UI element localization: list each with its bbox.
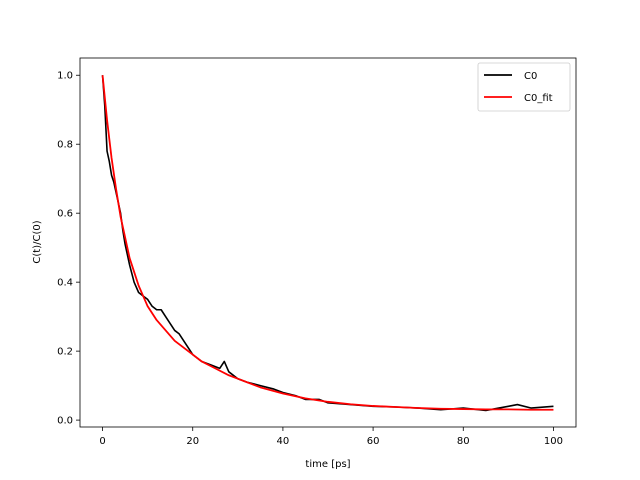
y-tick-label: 0.6: [57, 209, 73, 220]
y-axis-label: C(t)/C(0): [32, 220, 43, 263]
x-axis-label: time [ps]: [305, 459, 350, 470]
y-tick-label: 0.4: [57, 278, 73, 289]
x-axis-ticks: 0 20 40 60 80 100: [99, 427, 563, 447]
x-tick-label: 80: [457, 436, 470, 447]
axes-frame: [79, 57, 577, 428]
plot-area: [101, 75, 554, 412]
series-line-c0-fit: [101, 75, 554, 411]
y-tick-label: 1.0: [57, 71, 73, 82]
x-tick-label: 40: [277, 436, 290, 447]
y-tick-label: 0.0: [57, 416, 73, 427]
x-tick-label: 100: [544, 436, 563, 447]
legend-label-c0-fit: C0_fit: [524, 93, 553, 104]
y-tick-label: 0.8: [57, 140, 73, 151]
y-axis-ticks: 0.0 0.2 0.4 0.6 0.8 1.0: [57, 71, 80, 427]
legend-label-c0: C0: [524, 71, 537, 82]
y-tick-label: 0.2: [57, 347, 73, 358]
x-tick-label: 60: [367, 436, 380, 447]
x-tick-label: 20: [186, 436, 199, 447]
x-tick-label: 0: [99, 436, 105, 447]
legend: C0 C0_fit: [477, 62, 571, 112]
